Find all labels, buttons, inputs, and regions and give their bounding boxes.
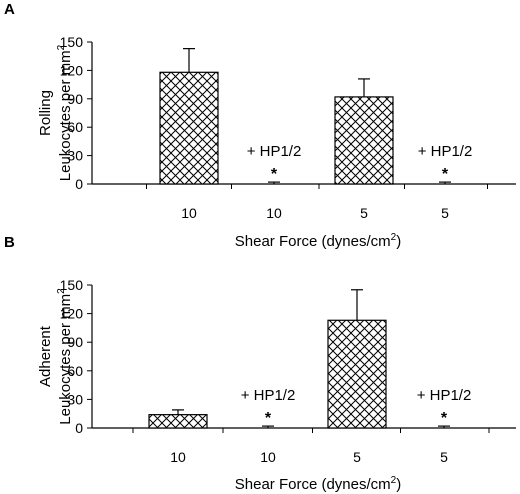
x-tick-label: 10	[260, 449, 276, 465]
panel-b: B 0 30 60 90 120 150 10 * + HP1/2 10 5 * + HP1/2 5 Shea…	[4, 234, 516, 493]
y-tick-label: 90	[67, 334, 83, 350]
x-axis-label-end: )	[396, 233, 401, 250]
treatment-annotation: + HP1/2	[247, 143, 302, 160]
treatment-annotation: + HP1/2	[418, 143, 473, 160]
y-axis-label-sup: 2	[56, 44, 67, 50]
y-axis-label-line1: Rolling	[37, 90, 54, 136]
y-tick-label: 150	[60, 277, 84, 293]
x-axis-label-text: Shear Force (dynes/cm	[235, 233, 391, 250]
x-tick-label: 5	[441, 205, 449, 221]
y-tick-label: 90	[67, 91, 83, 107]
y-axis-label-line2: Leukocytes per mm2	[56, 288, 74, 425]
y-tick-label: 0	[75, 176, 83, 192]
y-axis-label-text: Leukocytes per mm	[57, 294, 74, 425]
y-tick-label: 30	[67, 391, 83, 407]
x-axis-label-sup: 2	[391, 475, 397, 486]
y-axis-label-line1: Adherent	[37, 325, 54, 387]
bar	[327, 319, 387, 429]
treatment-annotation: + HP1/2	[241, 387, 296, 404]
panel-label: B	[4, 234, 15, 251]
significance-marker: *	[271, 166, 278, 183]
y-tick-label: 120	[60, 306, 84, 322]
y-axis-label-sup: 2	[56, 288, 67, 294]
y-tick-label: 30	[67, 148, 83, 164]
x-axis-label-text: Shear Force (dynes/cm	[235, 476, 391, 493]
x-tick-label: 10	[266, 205, 282, 221]
bar	[148, 414, 208, 429]
y-axis-label-text: Leukocytes per mm	[57, 50, 74, 181]
bar	[334, 96, 394, 185]
x-tick-label: 5	[440, 449, 448, 465]
x-tick-label: 5	[360, 205, 368, 221]
y-tick-label: 150	[60, 34, 84, 50]
panel-label: A	[4, 1, 15, 18]
x-axis-label-sup: 2	[391, 232, 397, 243]
x-axis-label: Shear Force (dynes/cm2)	[235, 475, 401, 493]
significance-marker: *	[442, 166, 449, 183]
x-tick-label: 5	[353, 449, 361, 465]
x-tick-label: 10	[181, 205, 197, 221]
x-axis-label: Shear Force (dynes/cm2)	[235, 232, 401, 250]
y-tick-label: 0	[75, 420, 83, 436]
y-tick-label: 60	[67, 119, 83, 135]
bar	[159, 71, 219, 185]
significance-marker: *	[265, 410, 272, 427]
significance-marker: *	[441, 410, 448, 427]
y-axis-label-line2: Leukocytes per mm2	[56, 44, 74, 181]
panel-a: A 0 30 60 90 120 150 10 * + HP1/2 10 5 * + HP1/2 5 Shea…	[4, 1, 516, 250]
x-axis-label-end: )	[396, 476, 401, 493]
x-tick-label: 10	[170, 449, 186, 465]
y-tick-label: 60	[67, 363, 83, 379]
y-tick-label: 120	[60, 62, 84, 78]
treatment-annotation: + HP1/2	[417, 387, 472, 404]
